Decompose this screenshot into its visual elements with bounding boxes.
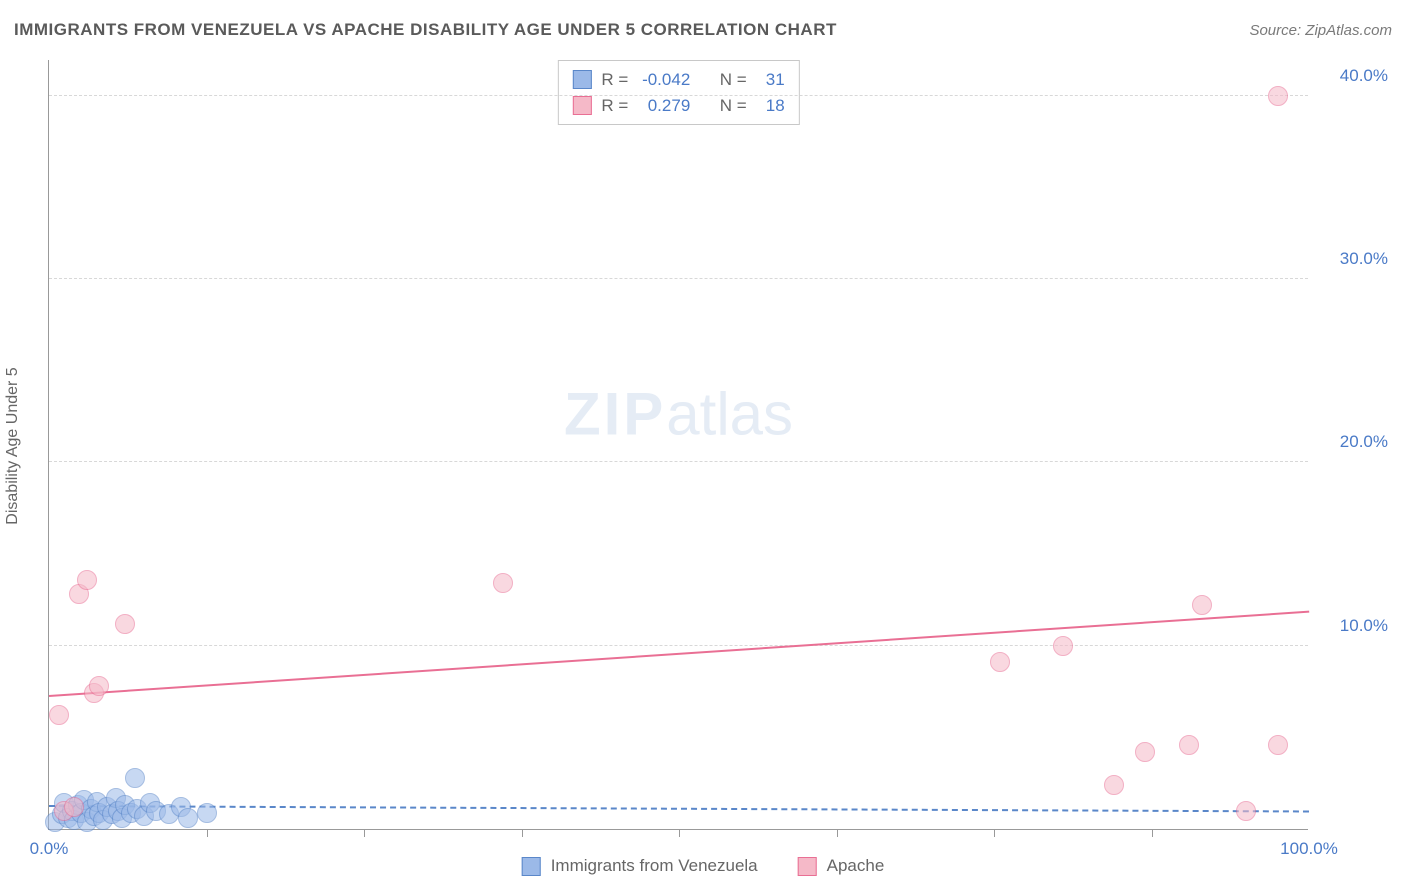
data-point [197, 803, 217, 823]
y-tick-label: 10.0% [1318, 616, 1388, 636]
n-label: N = [720, 93, 747, 119]
y-tick-label: 30.0% [1318, 249, 1388, 269]
watermark-zip: ZIP [564, 380, 666, 447]
r-label: R = [601, 67, 628, 93]
x-tick-label: 100.0% [1280, 839, 1338, 859]
x-tick [207, 829, 208, 837]
data-point [1268, 735, 1288, 755]
gridline [49, 278, 1308, 279]
data-point [1236, 801, 1256, 821]
x-tick [679, 829, 680, 837]
source-label: Source: ZipAtlas.com [1249, 22, 1392, 39]
y-axis-title: Disability Age Under 5 [4, 367, 22, 524]
title-bar: IMMIGRANTS FROM VENEZUELA VS APACHE DISA… [14, 20, 1392, 40]
x-tick-label: 0.0% [30, 839, 69, 859]
gridline [49, 645, 1308, 646]
trend-line [49, 805, 1309, 812]
chart-container: IMMIGRANTS FROM VENEZUELA VS APACHE DISA… [0, 0, 1406, 892]
watermark: ZIPatlas [564, 379, 793, 448]
legend-swatch [572, 96, 591, 115]
y-tick-label: 40.0% [1318, 66, 1388, 86]
data-point [49, 705, 69, 725]
data-point [1053, 636, 1073, 656]
gridline [49, 95, 1308, 96]
legend-label: Apache [827, 856, 885, 876]
data-point [125, 768, 145, 788]
data-point [990, 652, 1010, 672]
x-tick [522, 829, 523, 837]
x-tick [837, 829, 838, 837]
n-value: 31 [757, 67, 785, 93]
data-point [115, 614, 135, 634]
r-value: 0.279 [638, 93, 690, 119]
plot-area: ZIPatlas R = -0.042 N = 31R = 0.279 N = 18 1… [48, 60, 1308, 830]
data-point [1135, 742, 1155, 762]
data-point [178, 808, 198, 828]
data-point [493, 573, 513, 593]
legend-swatch [572, 70, 591, 89]
bottom-legend: Immigrants from Venezuela Apache [522, 856, 885, 876]
legend-swatch [522, 857, 541, 876]
data-point [64, 797, 84, 817]
data-point [1179, 735, 1199, 755]
watermark-atlas: atlas [666, 380, 793, 447]
x-tick [1152, 829, 1153, 837]
data-point [77, 570, 97, 590]
x-tick [364, 829, 365, 837]
chart-title: IMMIGRANTS FROM VENEZUELA VS APACHE DISA… [14, 20, 837, 40]
trend-line [49, 611, 1309, 697]
legend-swatch [798, 857, 817, 876]
r-value: -0.042 [638, 67, 690, 93]
data-point [89, 676, 109, 696]
legend-item: Apache [798, 856, 885, 876]
x-tick [994, 829, 995, 837]
data-point [1104, 775, 1124, 795]
legend-label: Immigrants from Venezuela [551, 856, 758, 876]
y-tick-label: 20.0% [1318, 432, 1388, 452]
stats-box: R = -0.042 N = 31 R = 0.279 N = 18 [557, 60, 799, 125]
stats-row: R = -0.042 N = 31 [572, 67, 784, 93]
n-value: 18 [757, 93, 785, 119]
data-point [1268, 86, 1288, 106]
gridline [49, 461, 1308, 462]
r-label: R = [601, 93, 628, 119]
n-label: N = [720, 67, 747, 93]
legend-item: Immigrants from Venezuela [522, 856, 758, 876]
stats-row: R = 0.279 N = 18 [572, 93, 784, 119]
data-point [1192, 595, 1212, 615]
